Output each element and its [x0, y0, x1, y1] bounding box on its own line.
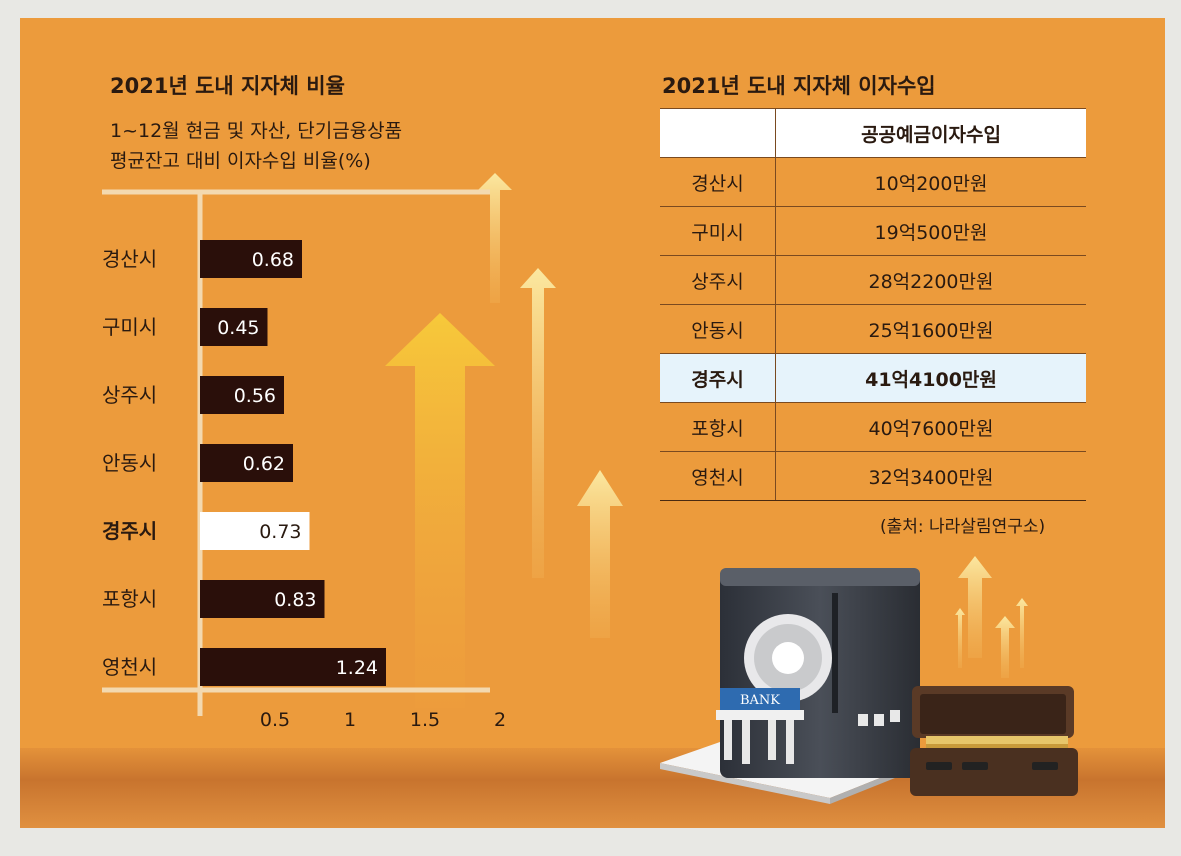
x-tick-label: 1 — [344, 709, 356, 731]
category-label: 경산시 — [102, 247, 157, 271]
bar-value-label: 0.68 — [252, 249, 294, 271]
interest-income-table: 공공예금이자수입 경산시 10억200만원 구미시 19억500만원 상주시 28억2… — [660, 108, 1086, 501]
row-city: 안동시 — [660, 304, 776, 354]
category-label: 영천시 — [102, 655, 157, 679]
table-row-highlighted: 경주시 41억4100만원 — [660, 353, 1086, 403]
row-city: 포항시 — [660, 402, 776, 452]
arrow-icon — [958, 556, 992, 658]
big-arrow-icon — [385, 313, 495, 708]
source-note: (출처: 나라살림연구소) — [880, 517, 1046, 537]
bar — [200, 240, 302, 278]
left-chart-title: 2021년 도내 지자체 비율 — [110, 74, 345, 98]
header-empty-cell — [660, 108, 776, 158]
table-row: 구미시 19억500만원 — [660, 206, 1086, 256]
row-city: 경산시 — [660, 157, 776, 207]
infographic-poster: BANK 2021년 도내 지자체 비율 1~12월 현금 및 자산, 단기금융… — [20, 18, 1165, 828]
bar-value-label: 0.62 — [243, 453, 285, 475]
bank-safe-icon: BANK — [660, 568, 930, 804]
left-chart-subtitle: 1~12월 현금 및 자산, 단기금융상품 평균잔고 대비 이자수입 비율(%) — [110, 116, 530, 176]
arrow-icon — [995, 616, 1015, 678]
category-label: 상주시 — [102, 383, 157, 407]
money-suitcase-icon — [910, 686, 1078, 796]
table-header-row: 공공예금이자수입 — [660, 108, 1086, 158]
arrow-icon — [520, 268, 556, 578]
row-value: 40억7600만원 — [775, 402, 1086, 452]
row-city: 구미시 — [660, 206, 776, 256]
x-tick-label: 1.5 — [410, 709, 440, 731]
bar-chart: 경산시 0.68 구미시 0.45 상주시 0.56 안동시 0.62 경주시 0.73 포항시 0.… — [102, 189, 506, 731]
bar — [200, 308, 268, 346]
bar-value-label: 0.56 — [234, 385, 276, 407]
row-value: 19억500만원 — [775, 206, 1086, 256]
subtitle-line-2: 평균잔고 대비 이자수입 비율(%) — [110, 150, 371, 172]
bar-highlighted — [200, 512, 310, 550]
category-label: 안동시 — [102, 451, 157, 475]
right-table-title: 2021년 도내 지자체 이자수입 — [662, 74, 936, 98]
category-label: 구미시 — [102, 315, 157, 339]
row-value: 10억200만원 — [775, 157, 1086, 207]
bar-value-label: 0.73 — [259, 521, 301, 543]
row-city: 영천시 — [660, 451, 776, 501]
arrow-icon — [577, 470, 623, 638]
row-city: 상주시 — [660, 255, 776, 305]
illustration: BANK — [385, 173, 1078, 804]
arrow-icon — [478, 173, 512, 303]
row-city: 경주시 — [660, 353, 776, 403]
row-value: 25억1600만원 — [775, 304, 1086, 354]
arrow-icon — [1016, 598, 1028, 668]
subtitle-line-1: 1~12월 현금 및 자산, 단기금융상품 — [110, 120, 403, 142]
category-label: 포항시 — [102, 587, 157, 611]
table-row: 영천시 32억3400만원 — [660, 451, 1086, 501]
category-label: 경주시 — [102, 519, 157, 543]
bar — [200, 444, 293, 482]
row-value: 28억2200만원 — [775, 255, 1086, 305]
x-tick-label: 0.5 — [260, 709, 290, 731]
bar-value-label: 0.83 — [274, 589, 316, 611]
table-row: 안동시 25억1600만원 — [660, 304, 1086, 354]
table-row: 포항시 40억7600만원 — [660, 402, 1086, 452]
header-income: 공공예금이자수입 — [775, 108, 1086, 158]
bank-sign: BANK — [740, 693, 780, 708]
bar — [200, 580, 325, 618]
bar-value-label: 1.24 — [336, 657, 378, 679]
row-value: 41억4100만원 — [775, 353, 1086, 403]
bar — [200, 376, 284, 414]
row-value: 32억3400만원 — [775, 451, 1086, 501]
arrow-icon — [955, 608, 965, 668]
bar-value-label: 0.45 — [217, 317, 259, 339]
bar — [200, 648, 386, 686]
rising-arrows — [385, 173, 1028, 708]
x-tick-label: 2 — [494, 709, 506, 731]
table-row: 경산시 10억200만원 — [660, 157, 1086, 207]
table-row: 상주시 28억2200만원 — [660, 255, 1086, 305]
